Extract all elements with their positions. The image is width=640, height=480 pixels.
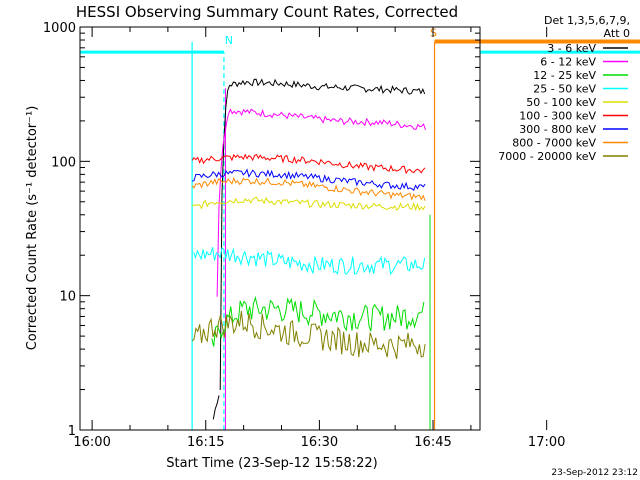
y-tick-label: 10: [59, 290, 76, 305]
series-line: [191, 311, 426, 360]
x-tick-label: 16:45: [414, 435, 451, 450]
legend-label: 300 - 800 keV: [519, 123, 596, 136]
legend-header: Det 1,3,5,6,7,9,: [544, 14, 630, 27]
legend-label: 6 - 12 keV: [540, 56, 596, 69]
legend-label: 50 - 100 keV: [526, 96, 596, 109]
legend-label: 100 - 300 keV: [519, 110, 596, 123]
series-line: [191, 153, 426, 175]
x-tick-label: 17:00: [528, 435, 565, 450]
y-axis-label: Corrected Count Rate (s⁻¹ detector⁻¹): [25, 106, 40, 351]
series-line: [216, 108, 426, 297]
series-line: [212, 395, 220, 420]
series-line: [193, 246, 426, 276]
series-line: [219, 78, 426, 391]
axes-layer: [79, 26, 481, 431]
x-tick-label: 16:15: [187, 435, 224, 450]
x-tick-label: 16:30: [301, 435, 338, 450]
y-tick-label: 100: [51, 155, 76, 170]
x-axis-label: Start Time (23-Sep-12 15:58:22): [166, 456, 377, 471]
flag-label: N: [225, 34, 233, 47]
legend-label: 3 - 6 keV: [547, 42, 596, 55]
footer-date: 23-Sep-2012 23:12: [551, 468, 638, 478]
legend-label: 800 - 7000 keV: [512, 137, 596, 150]
series-line: [211, 295, 425, 347]
y-tick-label: 1: [68, 424, 76, 439]
legend-label: 12 - 25 keV: [533, 69, 596, 82]
legend-label: 7000 - 20000 keV: [498, 150, 596, 163]
legend-header: Att 0: [604, 27, 630, 40]
series-layer: [191, 78, 426, 420]
chart-title: HESSI Observing Summary Count Rates, Cor…: [76, 3, 458, 21]
plot-frame: [79, 26, 481, 431]
legend-label: 25 - 50 keV: [533, 83, 596, 96]
series-line: [191, 168, 426, 192]
x-tick-label: 16:00: [73, 435, 110, 450]
series-line: [191, 196, 426, 212]
series-line: [191, 176, 426, 201]
y-tick-label: 1000: [43, 21, 76, 36]
ticks-layer: 110100100016:0016:1516:3016:4517:0017:15…: [43, 21, 565, 450]
